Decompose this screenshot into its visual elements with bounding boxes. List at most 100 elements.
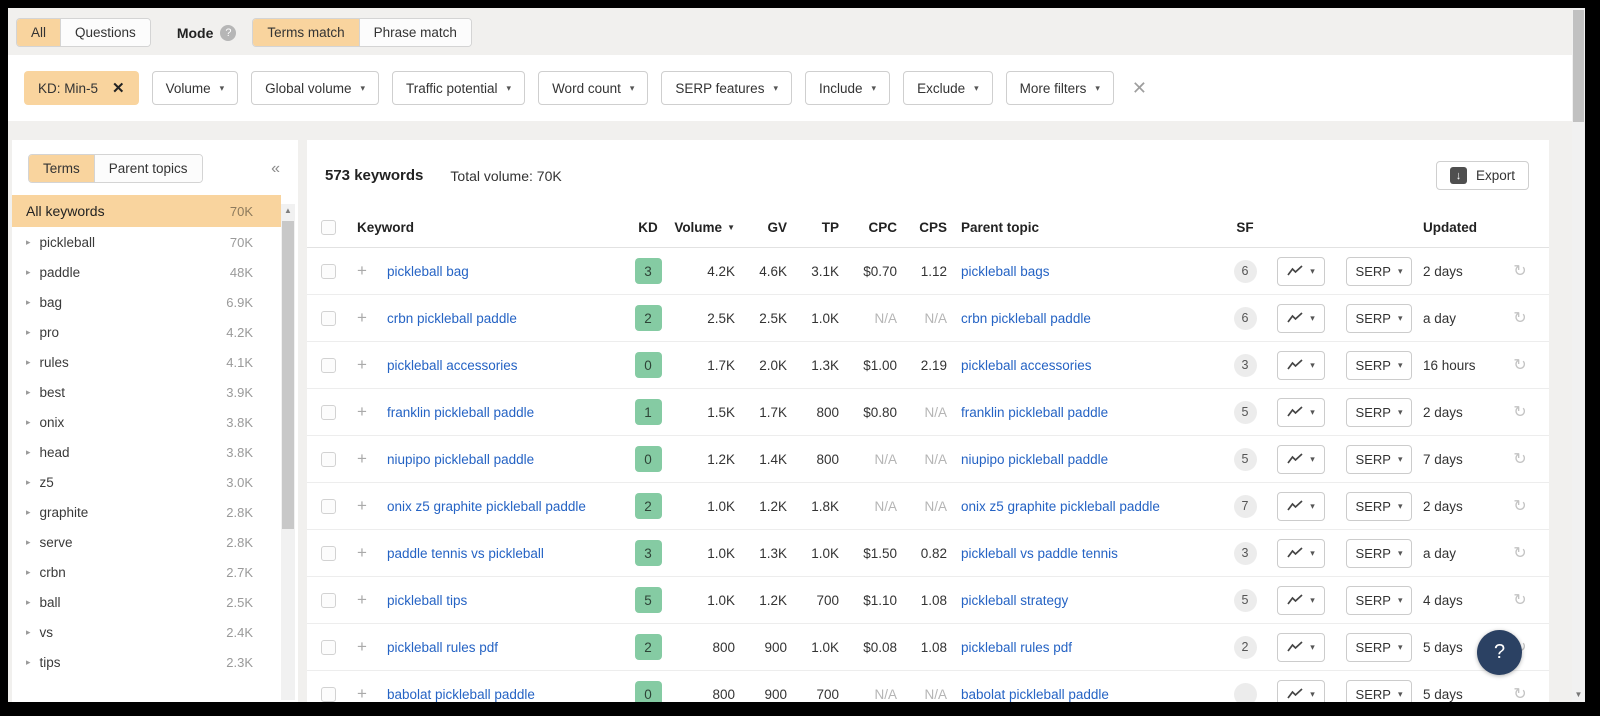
- filter-dropdown[interactable]: SERP features ▾: [661, 71, 792, 105]
- refresh-icon[interactable]: ↻: [1513, 686, 1527, 702]
- refresh-icon[interactable]: ↻: [1513, 357, 1527, 374]
- add-to-list-icon[interactable]: +: [357, 308, 367, 327]
- parent-topic-link[interactable]: babolat pickleball paddle: [961, 686, 1109, 702]
- sidebar-term-item[interactable]: ▸ crbn 2.7K: [12, 557, 298, 587]
- keyword-link[interactable]: franklin pickleball paddle: [387, 405, 535, 420]
- tab[interactable]: Questions: [61, 19, 150, 46]
- clear-all-filters-icon[interactable]: ✕: [1131, 77, 1148, 98]
- add-to-list-icon[interactable]: +: [357, 261, 367, 280]
- row-checkbox[interactable]: [321, 592, 336, 608]
- parent-topic-link[interactable]: pickleball rules pdf: [961, 639, 1073, 655]
- serp-button[interactable]: SERP ▾: [1345, 538, 1413, 568]
- trend-chart-button[interactable]: ▾: [1277, 350, 1325, 380]
- trend-chart-button[interactable]: ▾: [1277, 256, 1325, 286]
- column-volume[interactable]: Volume ▼: [674, 219, 735, 235]
- serp-button[interactable]: SERP ▾: [1345, 491, 1413, 521]
- sidebar-term-item[interactable]: ▸ vs 2.4K: [12, 617, 298, 647]
- parent-topic-link[interactable]: crbn pickleball paddle: [961, 310, 1091, 326]
- serp-button[interactable]: SERP ▾: [1345, 397, 1413, 427]
- tab[interactable]: Terms: [29, 155, 95, 182]
- export-button[interactable]: ↓ Export: [1435, 161, 1529, 190]
- add-to-list-icon[interactable]: +: [357, 402, 367, 421]
- keyword-link[interactable]: pickleball bag: [387, 264, 469, 279]
- serp-button[interactable]: SERP ▾: [1345, 350, 1413, 380]
- trend-chart-button[interactable]: ▾: [1277, 397, 1325, 427]
- column-gv[interactable]: GV: [767, 219, 787, 235]
- expand-triangle-icon[interactable]: ▸: [26, 626, 31, 637]
- tab[interactable]: All: [17, 19, 62, 46]
- refresh-icon[interactable]: ↻: [1513, 404, 1527, 421]
- sidebar-term-item[interactable]: ▸ paddle 48K: [12, 257, 298, 287]
- trend-chart-button[interactable]: ▾: [1277, 679, 1325, 702]
- column-tp[interactable]: TP: [821, 219, 839, 235]
- tab[interactable]: Parent topics: [94, 155, 202, 182]
- keyword-link[interactable]: pickleball accessories: [387, 358, 518, 373]
- column-cpc[interactable]: CPC: [868, 219, 897, 235]
- sidebar-term-item[interactable]: ▸ z5 3.0K: [12, 467, 298, 497]
- expand-triangle-icon[interactable]: ▸: [26, 536, 31, 547]
- sidebar-term-item[interactable]: ▸ graphite 2.8K: [12, 497, 298, 527]
- serp-button[interactable]: SERP ▾: [1345, 256, 1413, 286]
- serp-features-badge[interactable]: 3: [1233, 541, 1257, 565]
- add-to-list-icon[interactable]: +: [357, 355, 367, 374]
- trend-chart-button[interactable]: ▾: [1277, 444, 1325, 474]
- parent-topic-link[interactable]: niupipo pickleball paddle: [961, 451, 1109, 467]
- tab[interactable]: Terms match: [253, 19, 360, 46]
- expand-triangle-icon[interactable]: ▸: [26, 356, 31, 367]
- row-checkbox[interactable]: [321, 639, 336, 655]
- add-to-list-icon[interactable]: +: [357, 590, 367, 609]
- serp-features-badge[interactable]: 5: [1233, 447, 1257, 471]
- help-button[interactable]: ?: [1477, 630, 1522, 675]
- sidebar-scrollbar[interactable]: ▲: [281, 204, 295, 700]
- sidebar-item-all-keywords[interactable]: All keywords 70K: [12, 195, 281, 227]
- scrollbar-thumb[interactable]: [282, 221, 294, 529]
- expand-triangle-icon[interactable]: ▸: [26, 296, 31, 307]
- expand-triangle-icon[interactable]: ▸: [26, 386, 31, 397]
- refresh-icon[interactable]: ↻: [1513, 310, 1527, 327]
- column-cps[interactable]: CPS: [919, 219, 947, 235]
- expand-triangle-icon[interactable]: ▸: [26, 236, 31, 247]
- sidebar-term-item[interactable]: ▸ bag 6.9K: [12, 287, 298, 317]
- parent-topic-link[interactable]: franklin pickleball paddle: [961, 404, 1109, 420]
- column-keyword[interactable]: Keyword: [357, 219, 415, 235]
- keyword-link[interactable]: pickleball tips: [387, 593, 468, 608]
- trend-chart-button[interactable]: ▾: [1277, 303, 1325, 333]
- add-to-list-icon[interactable]: +: [357, 637, 367, 656]
- filter-dropdown[interactable]: Traffic potential ▾: [391, 71, 526, 105]
- sidebar-term-item[interactable]: ▸ onix 3.8K: [12, 407, 298, 437]
- trend-chart-button[interactable]: ▾: [1277, 491, 1325, 521]
- sidebar-term-item[interactable]: ▸ best 3.9K: [12, 377, 298, 407]
- refresh-icon[interactable]: ↻: [1513, 451, 1527, 468]
- expand-triangle-icon[interactable]: ▸: [26, 446, 31, 457]
- filter-dropdown[interactable]: Word count ▾: [538, 71, 649, 105]
- row-checkbox[interactable]: [321, 404, 336, 420]
- collapse-sidebar-icon[interactable]: «: [271, 159, 280, 177]
- serp-features-badge[interactable]: [1233, 682, 1257, 702]
- row-checkbox[interactable]: [321, 263, 336, 279]
- filter-dropdown[interactable]: Exclude ▾: [903, 71, 993, 105]
- refresh-icon[interactable]: ↻: [1513, 545, 1527, 562]
- sidebar-term-item[interactable]: ▸ head 3.8K: [12, 437, 298, 467]
- expand-triangle-icon[interactable]: ▸: [26, 506, 31, 517]
- select-all-checkbox[interactable]: [321, 219, 336, 235]
- keyword-link[interactable]: onix z5 graphite pickleball paddle: [387, 499, 586, 514]
- parent-topic-link[interactable]: pickleball bags: [961, 263, 1050, 279]
- serp-features-badge[interactable]: 3: [1233, 353, 1257, 377]
- row-checkbox[interactable]: [321, 310, 336, 326]
- row-checkbox[interactable]: [321, 357, 336, 373]
- refresh-icon[interactable]: ↻: [1513, 592, 1527, 609]
- help-circle-icon[interactable]: ?: [220, 24, 237, 41]
- serp-button[interactable]: SERP ▾: [1345, 444, 1413, 474]
- parent-topic-link[interactable]: pickleball vs paddle tennis: [961, 545, 1118, 561]
- sidebar-term-item[interactable]: ▸ pickleball 70K: [12, 227, 298, 257]
- filter-dropdown[interactable]: Volume ▾: [151, 71, 239, 105]
- expand-triangle-icon[interactable]: ▸: [26, 566, 31, 577]
- row-checkbox[interactable]: [321, 686, 336, 702]
- scroll-up-icon[interactable]: ▲: [284, 206, 292, 215]
- expand-triangle-icon[interactable]: ▸: [26, 656, 31, 667]
- remove-filter-icon[interactable]: ✕: [112, 80, 125, 97]
- filter-dropdown[interactable]: Include ▾: [804, 71, 891, 105]
- expand-triangle-icon[interactable]: ▸: [26, 326, 31, 337]
- trend-chart-button[interactable]: ▾: [1277, 585, 1325, 615]
- keyword-link[interactable]: babolat pickleball paddle: [387, 687, 535, 702]
